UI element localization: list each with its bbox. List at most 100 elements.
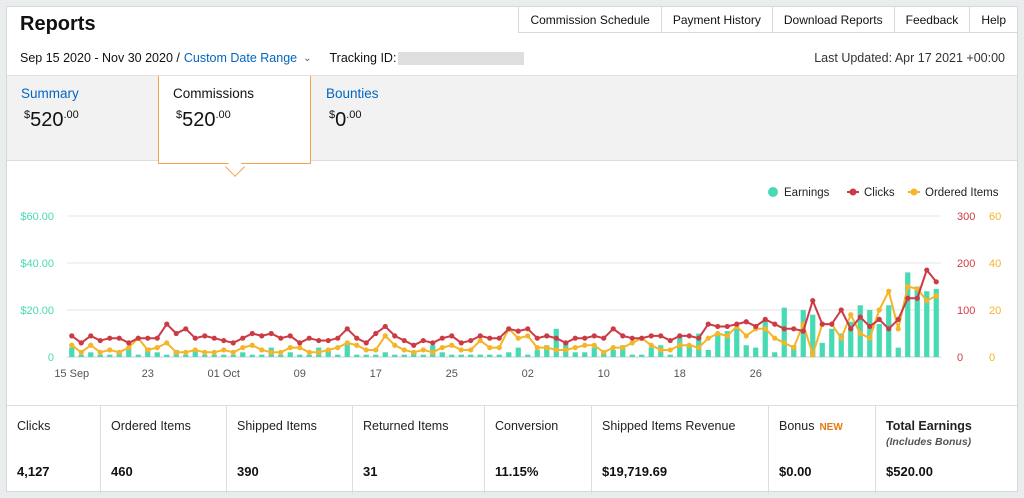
y-right-items-tick-label: 60 [989,211,1001,223]
ordered-items-point [496,345,502,351]
ordered-items-point [620,345,626,351]
ordered-items-point [544,345,550,351]
earnings-bar [78,354,84,357]
custom-date-range-link[interactable]: Custom Date Range [183,51,298,65]
ordered-items-point [696,345,702,351]
earnings-bar [620,345,626,357]
ordered-items-point [667,347,673,353]
stat-sublabel: (Includes Bonus) [886,436,972,448]
ordered-items-point [724,333,730,339]
clicks-point [344,326,350,332]
earnings-bar [192,349,198,357]
ordered-items-point [183,349,189,355]
clicks-point [373,330,379,337]
stat-value: 11.15% [495,464,539,479]
clicks-point [534,335,540,341]
date-range-text: Sep 15 2020 - Nov 30 2020 / [20,51,180,65]
ordered-items-point [154,345,160,351]
earnings-bar [876,324,882,357]
stat-label: Clicks [17,419,51,433]
ordered-items-point [677,342,683,348]
earnings-bar [838,333,844,357]
stat-ordered-items: Ordered Items 460 [101,406,227,494]
tab-summary-amount: $520.00 [24,109,79,131]
stat-value: 4,127 [17,464,50,479]
y-right-clicks-tick-label: 200 [957,258,975,270]
clicks-point [363,340,369,346]
ordered-items-point [373,347,379,353]
clicks-point [430,340,436,346]
clicks-point [705,321,711,327]
commission-schedule-link[interactable]: Commission Schedule [519,7,662,32]
clicks-point [762,316,768,322]
ordered-items-point [126,345,132,351]
ordered-items-point [468,347,474,353]
help-link[interactable]: Help [981,13,1006,27]
ordered-items-point [715,330,721,337]
earnings-bar [97,354,103,357]
stat-value: $19,719.69 [602,464,668,479]
y-right-clicks-tick-label: 100 [957,305,975,317]
clicks-point [686,333,692,339]
clicks-point [734,321,740,327]
ordered-items-point [534,345,540,351]
clicks-point [240,335,246,341]
earnings-bar [525,354,531,357]
page-title: Reports [20,13,96,35]
clicks-point [544,333,550,339]
ordered-items-point [411,349,417,355]
stat-shipped-revenue: Shipped Items Revenue $19,719.69 [592,406,769,494]
chevron-down-icon[interactable]: ⌄ [303,52,312,64]
earnings-bar [449,354,455,357]
ordered-items-point [192,347,198,353]
feedback-link[interactable]: Feedback [895,7,971,32]
ordered-items-point [553,347,559,353]
stat-value: $0.00 [779,464,812,479]
stat-bonus: Bonus NEW $0.00 [769,406,876,494]
earnings-bar [534,349,540,357]
stats-bar: Clicks 4,127 Ordered Items 460 Shipped I… [7,405,1017,494]
clicks-point [667,337,673,344]
earnings-bar [477,354,483,357]
ordered-items-point [705,335,711,341]
ordered-items-point [316,349,322,355]
clicks-point [449,333,455,339]
earnings-bar [791,345,797,357]
earnings-bar [810,314,816,357]
earnings-bar [506,352,512,357]
ordered-items-point [886,288,892,294]
clicks-point [335,335,341,341]
payment-history-link[interactable]: Payment History [662,7,773,32]
ordered-items-point [164,340,170,346]
ordered-items-point [221,347,227,353]
tab-commissions[interactable]: Commissions $520.00 [158,76,311,164]
tab-bounties[interactable]: Bounties $0.00 [312,76,464,162]
clicks-point [107,335,113,341]
ordered-items-point [78,349,84,355]
ordered-items-point [354,342,360,348]
clicks-point [914,295,920,301]
tab-summary[interactable]: Summary $520.00 [7,76,159,162]
y-left-tick-label: $40.00 [20,258,54,270]
earnings-bar [88,352,94,357]
stat-value: 31 [363,464,378,479]
stat-label: Shipped Items [237,419,317,433]
earnings-bar [582,352,588,357]
ordered-items-point [88,342,94,348]
download-reports-link[interactable]: Download Reports [773,7,895,32]
earnings-bar [335,354,341,357]
ordered-items-point [97,349,103,355]
legend-clicks-swatch [849,188,857,196]
earnings-bar [468,354,474,357]
clicks-point [211,335,217,341]
tab-bounties-amount: $0.00 [329,109,362,131]
clicks-point [924,267,930,273]
clicks-point [525,326,531,332]
ordered-items-point [743,333,749,339]
stat-label: Ordered Items [111,419,191,433]
clicks-point [268,330,274,337]
ordered-items-point [240,345,246,351]
clicks-point [724,323,730,330]
clicks-point [772,321,778,327]
clicks-point [316,337,322,344]
